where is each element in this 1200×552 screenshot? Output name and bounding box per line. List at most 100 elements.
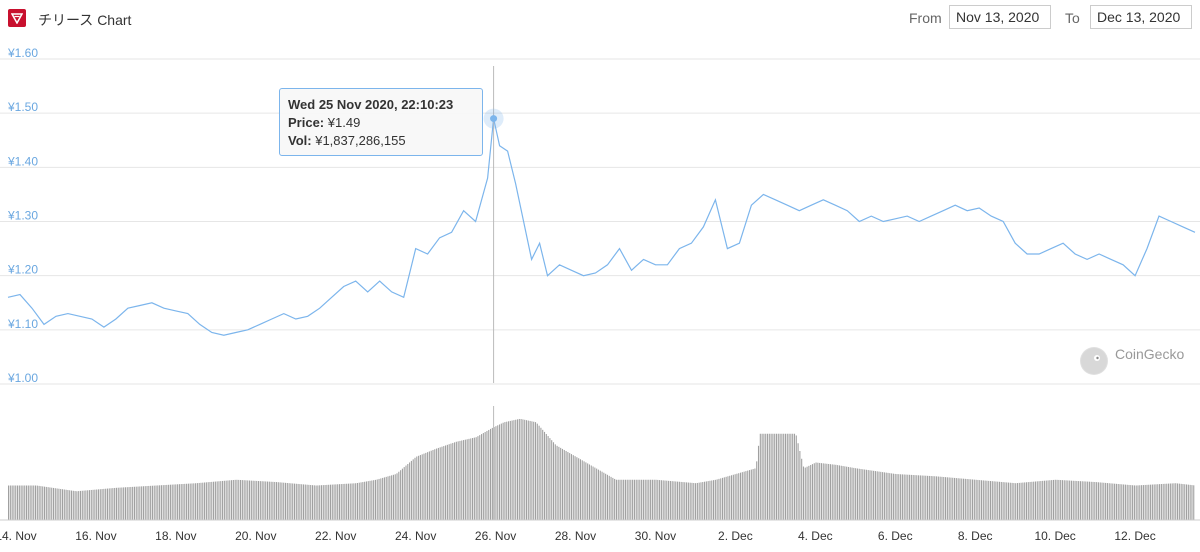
- volume-bar: [473, 437, 475, 520]
- volume-bar: [1173, 483, 1175, 520]
- crosshair: [483, 66, 504, 520]
- volume-bar: [1065, 480, 1067, 520]
- volume-bar: [797, 443, 799, 520]
- volume-bar: [997, 481, 999, 520]
- volume-bar: [777, 433, 779, 520]
- volume-bar: [648, 479, 650, 520]
- volume-bar: [1088, 481, 1090, 520]
- volume-bar: [824, 463, 826, 520]
- volume-bar: [635, 479, 637, 520]
- volume-bar: [160, 485, 162, 520]
- volume-bar: [1151, 484, 1153, 520]
- volume-bar: [730, 475, 733, 520]
- volume-bar: [928, 475, 930, 520]
- volume-bar: [128, 487, 130, 520]
- volume-bar: [207, 482, 209, 520]
- volume-bar: [675, 481, 677, 520]
- volume-bar: [759, 433, 761, 520]
- volume-bar: [1056, 479, 1058, 520]
- volume-bar: [1180, 483, 1182, 520]
- from-date-input[interactable]: [949, 5, 1051, 29]
- volume-bar: [110, 488, 112, 520]
- volume-bar: [565, 451, 567, 520]
- volume-bar: [810, 464, 812, 520]
- coingecko-credit[interactable]: CoinGecko: [1115, 346, 1185, 362]
- volume-bar: [275, 482, 278, 520]
- volume-bar: [263, 481, 265, 520]
- volume-bar: [135, 486, 137, 520]
- volume-bar: [1015, 483, 1017, 520]
- volume-bar: [1006, 482, 1008, 520]
- volume-bar: [1103, 482, 1105, 520]
- volume-bar: [919, 475, 921, 520]
- volume-bar: [436, 448, 438, 520]
- volume-bar: [989, 481, 992, 520]
- volume-bar: [754, 468, 756, 520]
- volume-bar: [612, 477, 614, 520]
- volume-bar: [623, 479, 625, 520]
- volume-bar: [495, 426, 497, 520]
- x-tick-label: 10. Dec: [1034, 529, 1075, 543]
- volume-bar: [867, 470, 869, 520]
- volume-bar: [283, 482, 285, 520]
- volume-bar: [178, 484, 180, 520]
- volume-bar: [42, 486, 44, 520]
- volume-bar: [159, 485, 161, 520]
- volume-bar: [295, 483, 297, 520]
- volume-bar: [1054, 479, 1056, 520]
- volume-bar: [898, 474, 900, 520]
- volume-bar: [829, 464, 832, 520]
- volume-bar: [374, 479, 376, 520]
- volume-bar: [1121, 484, 1123, 520]
- volume-bar: [43, 486, 46, 520]
- volume-bar: [713, 480, 715, 520]
- volume-bar: [572, 455, 574, 520]
- volume-bar: [838, 465, 840, 520]
- volume-bar: [603, 472, 605, 520]
- volume-bar: [1126, 484, 1128, 520]
- volume-bar: [1144, 484, 1146, 520]
- volume-bar: [817, 462, 819, 520]
- volume-bar: [265, 481, 267, 520]
- volume-bar: [1090, 481, 1092, 520]
- volume-bar: [356, 482, 359, 520]
- volume-bar: [752, 469, 754, 520]
- volume-bar: [1160, 484, 1162, 520]
- volume-bar: [1182, 484, 1184, 520]
- to-date-input[interactable]: [1090, 5, 1192, 29]
- volume-bar: [383, 477, 385, 520]
- volume-bar: [806, 466, 808, 520]
- volume-bar: [286, 482, 288, 520]
- volume-bar: [984, 480, 986, 520]
- volume-bar: [284, 482, 287, 520]
- volume-bar: [1045, 480, 1047, 520]
- volume-bar: [310, 485, 312, 520]
- volume-bar: [137, 486, 139, 520]
- volume-bar: [72, 490, 74, 520]
- volume-bar: [94, 489, 96, 520]
- volume-bar: [85, 490, 87, 520]
- volume-bar: [918, 475, 920, 520]
- volume-bar: [962, 478, 965, 520]
- volume-bar: [668, 480, 670, 520]
- volume-bar: [290, 483, 292, 520]
- volume-bar: [558, 446, 560, 520]
- volume-bar: [793, 433, 796, 520]
- volume-bar: [727, 476, 729, 520]
- volume-bar: [1132, 485, 1134, 520]
- volume-bar: [155, 485, 157, 520]
- volume-bar: [592, 466, 594, 520]
- volume-bar: [979, 480, 981, 520]
- volume-bar: [439, 447, 441, 520]
- volume-bar: [437, 447, 439, 520]
- volume-bar: [313, 485, 315, 520]
- volume-bar: [340, 484, 342, 520]
- volume-bar: [1128, 484, 1130, 520]
- volume-bar: [693, 483, 695, 520]
- highlight-point: [490, 115, 498, 123]
- volume-bar: [252, 480, 254, 520]
- volume-bar: [551, 440, 553, 520]
- volume-bar: [288, 483, 290, 520]
- volume-bar: [468, 438, 470, 520]
